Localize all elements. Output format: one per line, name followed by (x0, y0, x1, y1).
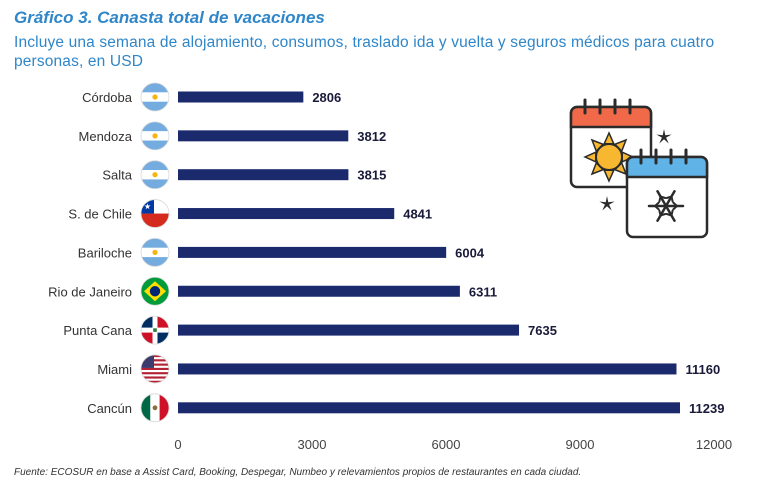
bar (178, 169, 349, 181)
flag-argentina-icon (140, 121, 170, 151)
x-tick-label: 6000 (432, 437, 461, 452)
x-tick-label: 3000 (298, 437, 327, 452)
calendar-summer-winter-icon (569, 98, 709, 239)
bar (178, 324, 520, 336)
category-label: Salta (102, 168, 132, 183)
data-label: 6311 (469, 284, 497, 299)
data-label: 3812 (357, 129, 386, 144)
flag-brazil-icon (140, 276, 170, 306)
flag-usa-icon (140, 354, 170, 384)
bar (178, 402, 681, 414)
flag-argentina-icon (140, 82, 170, 112)
flag-dominican-republic-icon (140, 315, 170, 345)
x-tick-label: 0 (174, 437, 181, 452)
bar (178, 246, 447, 258)
x-tick-label: 12000 (696, 437, 732, 452)
bar (178, 130, 349, 142)
bar (178, 285, 460, 297)
data-label: 3815 (357, 168, 386, 183)
category-label: Cancún (87, 401, 132, 416)
data-label: 6004 (455, 245, 485, 260)
bar (178, 91, 304, 103)
chart-title: Gráfico 3. Canasta total de vacaciones (14, 8, 325, 27)
category-label: Mendoza (79, 129, 133, 144)
data-label: 11239 (689, 401, 724, 416)
bar (178, 208, 395, 220)
category-label: Miami (97, 362, 132, 377)
flag-chile-icon (140, 199, 170, 228)
data-label: 7635 (528, 323, 557, 338)
source-note: Fuente: ECOSUR en base a Assist Card, Bo… (14, 467, 582, 478)
data-label: 2806 (312, 90, 341, 105)
flag-argentina-icon (140, 237, 170, 267)
category-label: Rio de Janeiro (48, 284, 132, 299)
data-label: 11160 (685, 362, 720, 377)
x-tick-label: 9000 (566, 437, 595, 452)
bar (178, 363, 677, 375)
category-label: Punta Cana (63, 323, 132, 338)
category-label: Bariloche (78, 245, 132, 260)
flag-mexico-icon (140, 393, 170, 423)
flag-argentina-icon (140, 160, 170, 190)
category-label: Córdoba (82, 90, 133, 105)
chart-subtitle: Incluye una semana de alojamiento, consu… (14, 34, 715, 70)
category-label: S. de Chile (68, 207, 132, 222)
data-label: 4841 (403, 207, 432, 222)
